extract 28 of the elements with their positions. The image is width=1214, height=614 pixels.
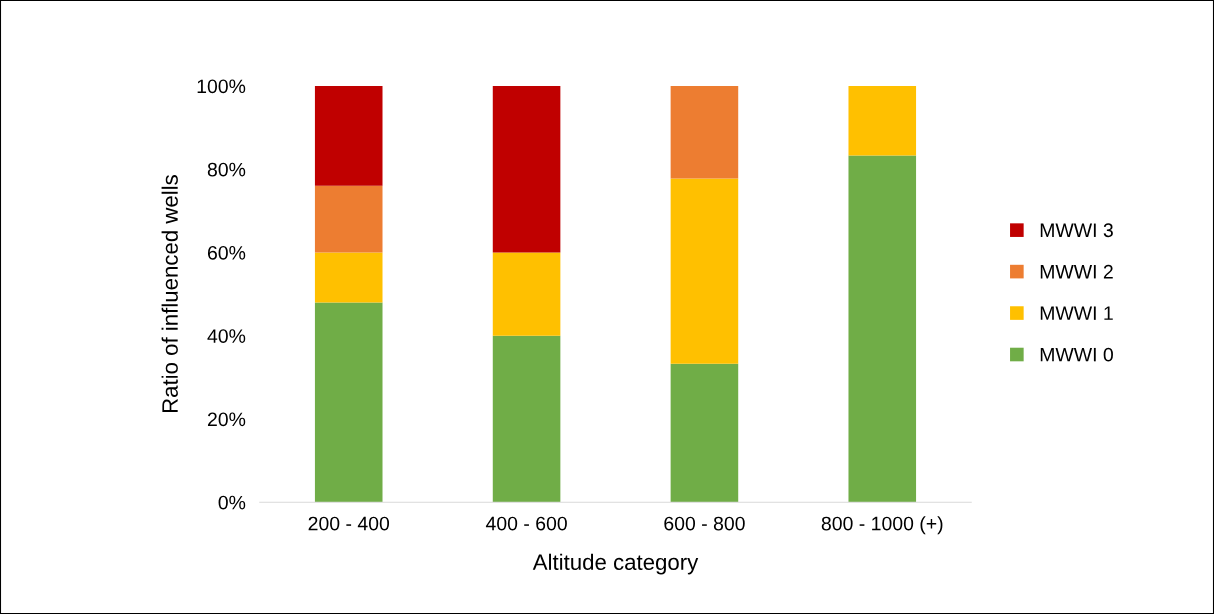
bar: [848, 85, 917, 156]
legend-label: MWWI 1: [1040, 306, 1113, 320]
x-tick-label: 400 - 600: [485, 516, 567, 531]
x-tick-label: 800 - 1000 (+): [821, 516, 943, 535]
y-tick-label: 40%: [207, 329, 246, 343]
legend-label: MWWI 2: [1040, 264, 1113, 279]
bar: [314, 252, 383, 303]
y-tick-label: 0%: [218, 495, 246, 510]
y-tick-label: 60%: [207, 245, 246, 260]
bar: [314, 185, 383, 253]
y-axis-title: Ratio of influenced wells: [161, 175, 178, 413]
y-tick-label: 80%: [207, 162, 246, 177]
bar: [848, 155, 917, 503]
bar: [670, 363, 739, 503]
y-tick-label: 20%: [207, 412, 246, 427]
bar: [314, 85, 383, 186]
x-tick-label: 200 - 400: [308, 516, 390, 531]
bar: [492, 85, 561, 253]
bar: [492, 335, 561, 503]
legend-label: MWWI 0: [1040, 347, 1113, 362]
x-tick-label: 600 - 800: [664, 516, 745, 531]
bar: [670, 85, 739, 179]
bar: [492, 252, 561, 336]
legend-label: MWWI 3: [1040, 223, 1113, 238]
y-tick-label: 100%: [197, 79, 246, 94]
bar: [670, 178, 739, 364]
bar: [314, 302, 383, 503]
x-axis-title: Altitude category: [532, 553, 699, 575]
